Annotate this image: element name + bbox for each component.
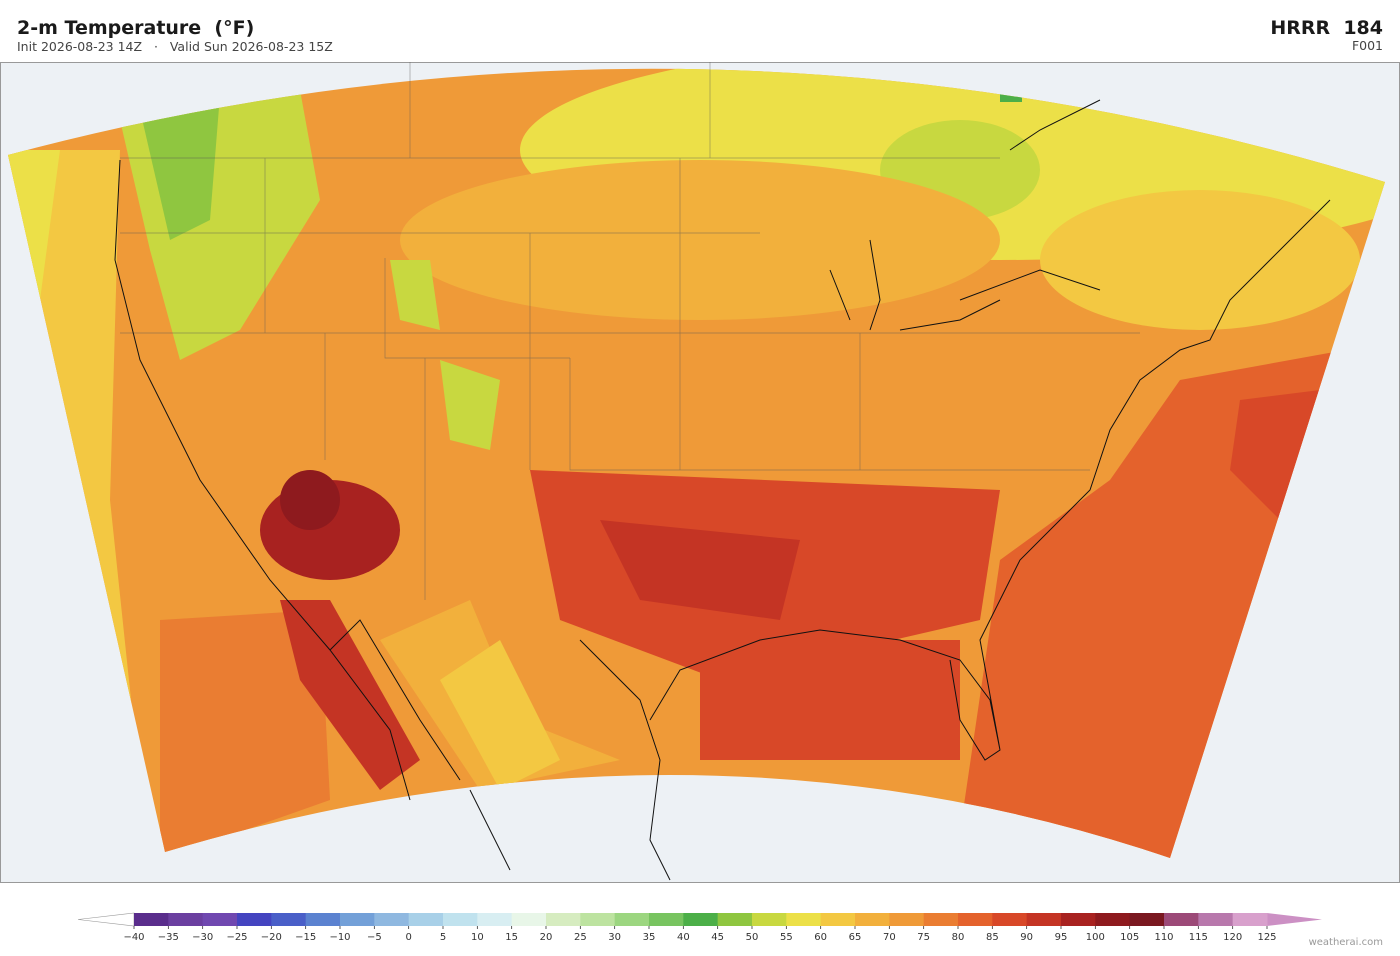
colorbar-bin	[958, 913, 993, 926]
tick-label: 35	[643, 932, 656, 943]
colorbar-bin	[683, 913, 719, 926]
credit: weatherai.com	[1309, 937, 1383, 948]
colorbar-bin	[855, 913, 890, 926]
colorbar-bin	[134, 913, 169, 926]
colorbar-bin	[546, 913, 581, 926]
tick-label: 60	[814, 932, 827, 943]
colorbar-bin	[1129, 913, 1165, 926]
subtitle: Init 2026-08-23 14Z · Valid Sun 2026-08-…	[17, 39, 333, 54]
tick-label: 85	[986, 932, 999, 943]
colorbar-bin	[237, 913, 272, 926]
tick-label: 80	[952, 932, 965, 943]
colorbar-bin	[374, 913, 410, 926]
tick-label: −5	[367, 932, 382, 943]
tick-label: 15	[505, 932, 518, 943]
tick-label: 55	[780, 932, 793, 943]
tick-label: 70	[883, 932, 896, 943]
colorbar-bin	[168, 913, 204, 926]
tick-label: 40	[677, 932, 690, 943]
colorbar-bin	[752, 913, 787, 926]
tick-label: −15	[295, 932, 316, 943]
colorbar-bin	[1026, 913, 1062, 926]
colorbar-bin	[340, 913, 375, 926]
tick-label: 90	[1020, 932, 1033, 943]
colorbar-bin	[786, 913, 822, 926]
colorbar-bin	[580, 913, 616, 926]
tick-label: −20	[261, 932, 282, 943]
tick-label: 50	[746, 932, 759, 943]
colorbar-bin	[305, 913, 341, 926]
temperature-field	[8, 68, 1385, 858]
colorbar-bin	[717, 913, 753, 926]
tick-label: −35	[158, 932, 179, 943]
colorbar-bin	[271, 913, 307, 926]
model: HRRR 184	[1270, 17, 1383, 39]
forecast-hour: F001	[1352, 38, 1383, 53]
colorbar: −40 −35 −30 −25 −20 −15 −10 −5 0 5 10 15 20 25 30 35 40 4…	[77, 912, 1322, 943]
colorbar-over	[1267, 913, 1322, 926]
tick-label: 120	[1223, 932, 1242, 943]
tick-label: −25	[226, 932, 247, 943]
colorbar-bin	[1198, 913, 1234, 926]
tick-label: 110	[1154, 932, 1173, 943]
colorbar-bin	[992, 913, 1028, 926]
colorbar-bin	[408, 913, 444, 926]
tick-label: 10	[471, 932, 484, 943]
colorbar-bin	[614, 913, 650, 926]
tick-label: 115	[1189, 932, 1208, 943]
tick-label: 100	[1086, 932, 1105, 943]
colorbar-bin	[1232, 913, 1268, 926]
tick-label: −40	[123, 932, 144, 943]
tick-label: 45	[711, 932, 724, 943]
colorbar-bin	[820, 913, 856, 926]
colorbar-bin	[649, 913, 684, 926]
colorbar-bin	[889, 913, 925, 926]
colorbar-bin	[511, 913, 547, 926]
tick-label: 95	[1055, 932, 1068, 943]
tick-label: 65	[849, 932, 862, 943]
map	[0, 62, 1400, 883]
colorbar-under	[77, 912, 135, 927]
colorbar-bin	[443, 913, 478, 926]
colorbar-bin	[1061, 913, 1096, 926]
colorbar-bin	[1095, 913, 1131, 926]
tick-label: 125	[1257, 932, 1276, 943]
tick-label: 5	[440, 932, 446, 943]
tick-label: 0	[405, 932, 411, 943]
tick-label: 75	[917, 932, 930, 943]
colorbar-bin	[202, 913, 238, 926]
tick-label: −30	[192, 932, 213, 943]
tick-label: 105	[1120, 932, 1139, 943]
tick-label: 25	[574, 932, 587, 943]
tick-label: −10	[329, 932, 350, 943]
colorbar-bin	[1164, 913, 1199, 926]
colorbar-bin	[477, 913, 513, 926]
tick-label: 30	[608, 932, 621, 943]
colorbar-bin	[923, 913, 959, 926]
tick-label: 20	[540, 932, 553, 943]
title: 2-m Temperature (°F)	[17, 17, 254, 39]
